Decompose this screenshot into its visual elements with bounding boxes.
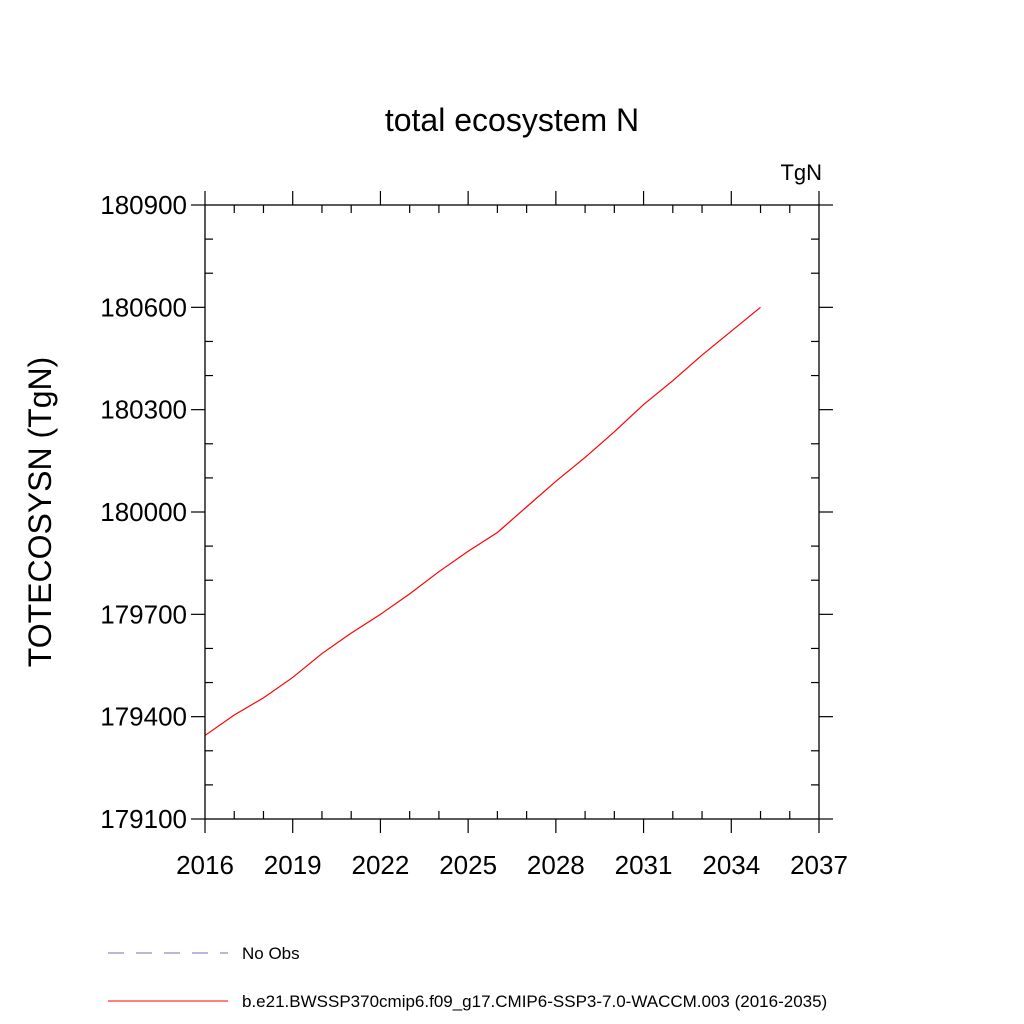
chart-title: total ecosystem N [385,102,639,138]
legend-label-no-obs: No Obs [242,944,300,963]
y-tick-label: 179400 [100,702,187,732]
y-tick-label: 179100 [100,804,187,834]
y-tick-label: 179700 [100,599,187,629]
y-tick-label: 180300 [100,395,187,425]
x-tick-label: 2028 [527,850,585,880]
series-line-0 [204,306,761,736]
axis-ticks [191,191,833,833]
x-tick-label: 2034 [702,850,760,880]
x-tick-label: 2037 [790,850,848,880]
x-tick-label: 2016 [176,850,234,880]
plot-frame [204,204,820,820]
y-axis-label: TOTECOSYSN (TgN) [22,357,58,668]
x-tick-label: 2025 [439,850,497,880]
units-label: TgN [780,160,822,185]
y-tick-label: 180600 [100,292,187,322]
tick-labels: 2016 2019 2022 2025 2028 2031 2034 2037 179100 17… [100,190,848,880]
plot-area [204,306,761,736]
x-tick-label: 2019 [264,850,322,880]
x-tick-label: 2022 [352,850,410,880]
y-tick-label: 180900 [100,190,187,220]
y-tick-label: 180000 [100,497,187,527]
legend: No Obs b.e21.BWSSP370cmip6.f09_g17.CMIP6… [108,944,827,1011]
legend-label-model-run: b.e21.BWSSP370cmip6.f09_g17.CMIP6-SSP3-7… [242,992,827,1011]
x-tick-label: 2031 [615,850,673,880]
